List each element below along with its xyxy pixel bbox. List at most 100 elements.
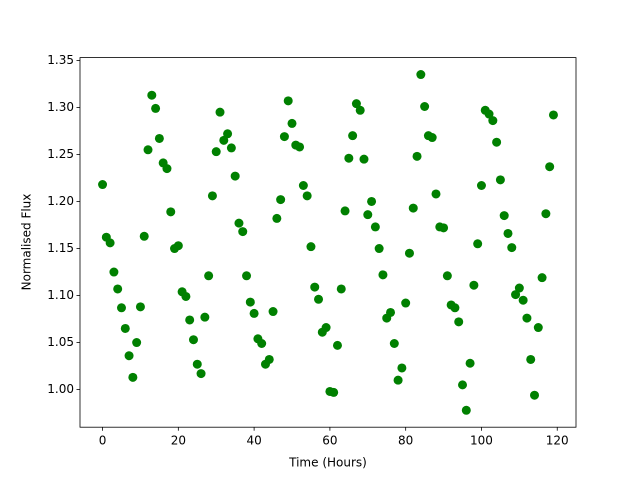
data-point <box>386 307 396 317</box>
data-point <box>488 116 498 126</box>
data-point <box>461 405 471 415</box>
data-point <box>499 211 509 221</box>
data-point <box>473 239 483 249</box>
data-point <box>545 162 555 172</box>
data-point <box>332 340 342 350</box>
data-point <box>120 323 130 333</box>
data-point <box>495 175 505 185</box>
data-point <box>302 191 312 201</box>
data-point <box>340 206 350 216</box>
y-tick-label: 1.15 <box>47 241 74 255</box>
data-point <box>279 132 289 142</box>
data-point <box>245 297 255 307</box>
data-point <box>242 271 252 281</box>
data-point <box>295 142 305 152</box>
data-point <box>548 110 558 120</box>
data-point <box>458 380 468 390</box>
data-point <box>185 315 195 325</box>
data-point <box>314 294 324 304</box>
data-point <box>439 223 449 233</box>
data-point <box>465 358 475 368</box>
data-point <box>484 109 494 119</box>
data-point <box>389 338 399 348</box>
data-point <box>272 213 282 223</box>
data-point <box>469 280 479 290</box>
data-point <box>147 90 157 100</box>
data-point <box>503 228 513 238</box>
data-point <box>287 118 297 128</box>
data-point <box>522 313 532 323</box>
data-point <box>181 291 191 301</box>
x-tick-label: 100 <box>470 434 493 448</box>
data-point <box>238 227 248 237</box>
data-point <box>454 317 464 327</box>
data-point <box>298 181 308 191</box>
data-point <box>166 207 176 217</box>
data-point <box>276 195 286 205</box>
data-point <box>355 105 365 115</box>
data-point <box>162 164 172 174</box>
data-point <box>348 131 358 141</box>
y-tick-label: 1.05 <box>47 335 74 349</box>
data-point <box>374 244 384 254</box>
x-tick-label: 20 <box>171 434 186 448</box>
y-tick-label: 1.25 <box>47 147 74 161</box>
data-point <box>143 145 153 155</box>
plot-frame <box>79 57 577 428</box>
data-point <box>207 191 217 201</box>
x-axis-label: Time (Hours) <box>288 456 367 470</box>
data-point <box>344 153 354 163</box>
data-point <box>128 372 138 382</box>
data-point <box>351 99 361 109</box>
x-tick-label: 40 <box>246 434 261 448</box>
data-point <box>397 363 407 373</box>
data-point <box>514 283 524 293</box>
y-tick-label: 1.00 <box>47 382 74 396</box>
data-point <box>196 369 206 379</box>
data-point <box>283 96 293 106</box>
data-point <box>530 390 540 400</box>
data-point <box>211 147 221 157</box>
data-point <box>310 282 320 292</box>
data-point <box>431 189 441 199</box>
data-point <box>257 338 267 348</box>
data-point <box>370 222 380 232</box>
data-point <box>526 354 536 364</box>
data-point <box>416 70 426 80</box>
y-tick-label: 1.10 <box>47 288 74 302</box>
data-point <box>367 196 377 206</box>
data-point <box>507 243 517 253</box>
data-point <box>226 143 236 153</box>
data-point <box>223 129 233 139</box>
data-point <box>492 137 502 147</box>
data-point <box>98 180 108 190</box>
data-point <box>264 354 274 364</box>
data-point <box>359 154 369 164</box>
data-point <box>188 335 198 345</box>
data-point <box>336 284 346 294</box>
data-point <box>412 151 422 161</box>
y-tick-label: 1.20 <box>47 194 74 208</box>
data-point <box>268 307 278 317</box>
data-point <box>306 242 316 252</box>
data-point <box>329 387 339 397</box>
data-point <box>154 133 164 143</box>
data-point <box>518 295 528 305</box>
data-point <box>442 271 452 281</box>
data-point <box>234 218 244 228</box>
data-point <box>113 284 123 294</box>
data-point <box>135 302 145 312</box>
data-point <box>200 312 210 322</box>
y-tick-label: 1.35 <box>47 53 74 67</box>
data-point <box>450 303 460 313</box>
data-point <box>541 209 551 219</box>
data-point <box>408 203 418 213</box>
data-point <box>132 338 142 348</box>
data-point <box>511 290 521 300</box>
data-point <box>249 308 259 318</box>
x-tick-label: 120 <box>546 434 569 448</box>
x-tick-label: 0 <box>99 434 107 448</box>
data-point <box>139 231 149 241</box>
y-axis-label: Normalised Flux <box>20 194 34 291</box>
